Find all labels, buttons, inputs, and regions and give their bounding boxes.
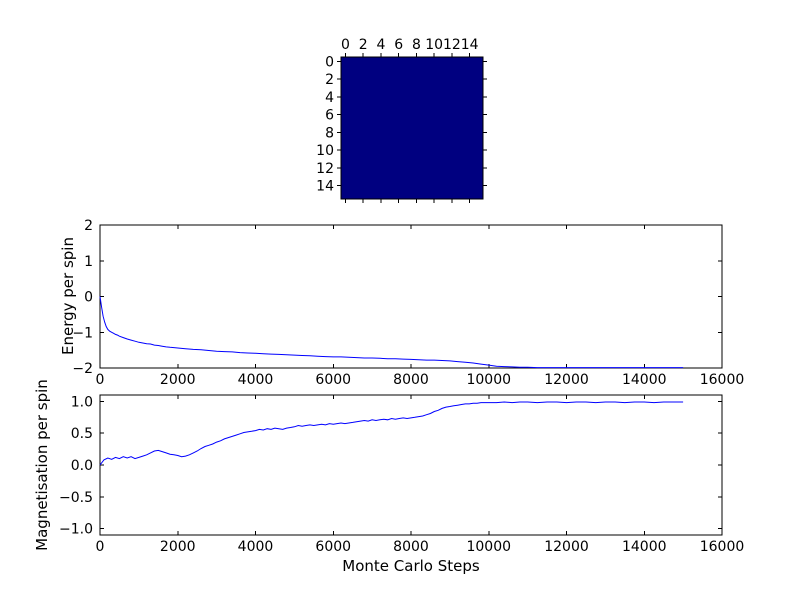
svg-text:12000: 12000 (544, 539, 589, 555)
svg-text:0: 0 (96, 372, 105, 388)
svg-text:0: 0 (96, 539, 105, 555)
svg-text:6: 6 (325, 108, 334, 124)
svg-text:12000: 12000 (544, 372, 589, 388)
svg-text:6: 6 (394, 37, 403, 53)
magnetisation-axes-frame (99, 394, 723, 536)
svg-text:14: 14 (461, 37, 479, 53)
svg-text:2000: 2000 (160, 372, 196, 388)
svg-text:2: 2 (84, 218, 93, 234)
svg-text:8: 8 (412, 37, 421, 53)
spin-lattice-heatmap (340, 56, 484, 200)
svg-text:6000: 6000 (315, 539, 351, 555)
svg-text:8000: 8000 (393, 372, 429, 388)
svg-text:2: 2 (359, 37, 368, 53)
svg-text:10: 10 (425, 37, 443, 53)
svg-text:8000: 8000 (393, 539, 429, 555)
svg-text:8: 8 (325, 125, 334, 141)
magnetisation-axis-ylabel: Magnetisation per spin (33, 379, 51, 551)
svg-text:16000: 16000 (700, 372, 745, 388)
svg-text:0: 0 (84, 290, 93, 306)
svg-text:4: 4 (376, 37, 385, 53)
svg-text:14000: 14000 (622, 539, 667, 555)
svg-text:0.0: 0.0 (71, 458, 93, 474)
svg-text:4000: 4000 (238, 539, 274, 555)
svg-text:4: 4 (325, 90, 334, 106)
x-axis-label: Monte Carlo Steps (342, 557, 480, 575)
svg-text:14000: 14000 (622, 372, 667, 388)
svg-text:1: 1 (84, 254, 93, 270)
svg-text:14: 14 (316, 179, 334, 195)
svg-text:2: 2 (325, 72, 334, 88)
svg-text:16000: 16000 (700, 539, 745, 555)
svg-text:0: 0 (341, 37, 350, 53)
energy-axes-frame (99, 224, 723, 369)
svg-text:12: 12 (443, 37, 461, 53)
svg-text:−2: −2 (72, 361, 93, 377)
svg-text:10000: 10000 (466, 372, 511, 388)
svg-text:12: 12 (316, 161, 334, 177)
energy-axis-ylabel: Energy per spin (59, 237, 77, 355)
svg-text:1.0: 1.0 (71, 394, 93, 410)
svg-text:4000: 4000 (238, 372, 274, 388)
energy-series-energy (99, 296, 684, 369)
svg-text:0: 0 (325, 54, 334, 70)
svg-text:−0.5: −0.5 (59, 490, 93, 506)
svg-text:2000: 2000 (160, 539, 196, 555)
svg-text:10000: 10000 (466, 539, 511, 555)
svg-text:6000: 6000 (315, 372, 351, 388)
svg-text:10: 10 (316, 143, 334, 159)
svg-text:−1.0: −1.0 (59, 522, 93, 538)
magnetisation-series-magnetisation (99, 401, 684, 466)
svg-text:0.5: 0.5 (71, 426, 93, 442)
svg-text:−1: −1 (72, 325, 93, 341)
